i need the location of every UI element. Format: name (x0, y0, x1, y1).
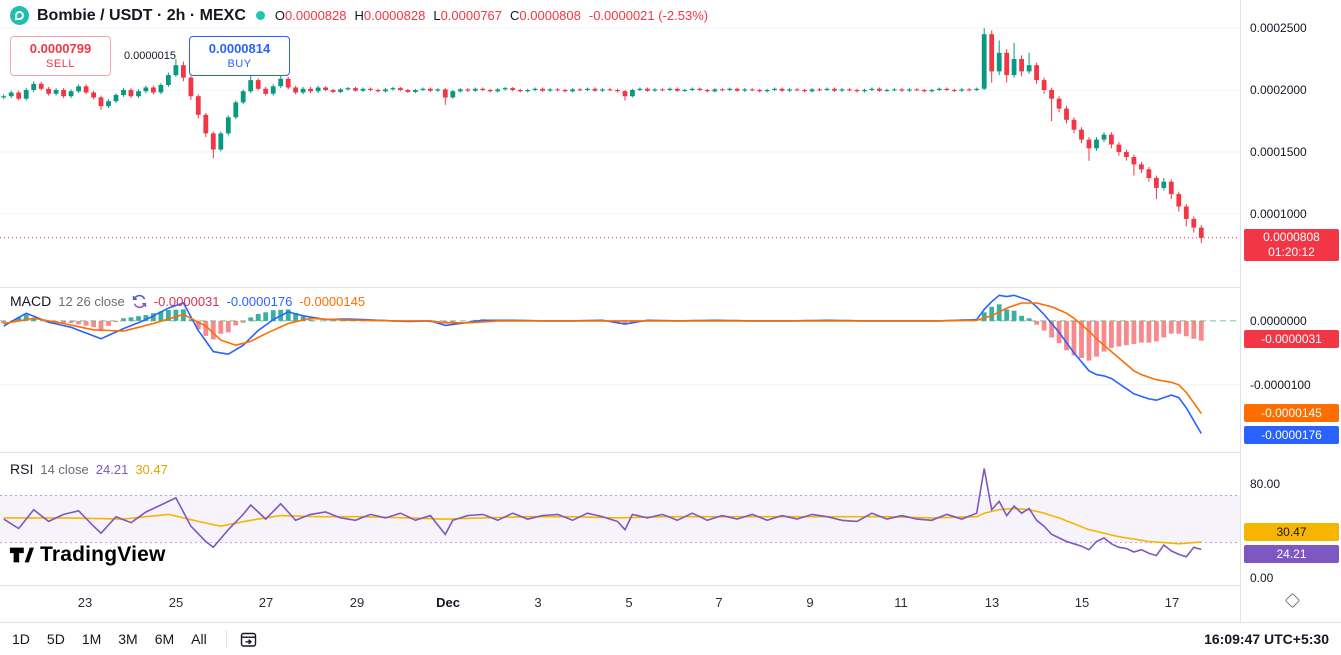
open-pair: O0.0000828 (275, 8, 347, 23)
rsi-badge: 24.21 (1244, 545, 1339, 563)
go-to-date-icon (240, 632, 256, 647)
sell-button[interactable]: 0.0000799 SELL (10, 36, 111, 76)
high-pair: H0.0000828 (354, 8, 425, 23)
symbol-title[interactable]: Bombie / USDT · 2h · MEXC (37, 6, 246, 24)
price-pane[interactable] (0, 0, 1240, 287)
pane-separator (0, 585, 1341, 586)
range-3m-button[interactable]: 3M (118, 631, 138, 647)
bar-countdown: 01:20:12 (1268, 245, 1315, 259)
symbol-header: Bombie / USDT · 2h · MEXC O0.0000828 H0.… (10, 6, 708, 25)
macd-line-badge: -0.0000176 (1244, 426, 1339, 444)
last-price-badge: 0.0000808 01:20:12 (1244, 229, 1339, 261)
macd-pane[interactable] (0, 287, 1240, 452)
rsi-legend[interactable]: RSI 14 close 24.21 30.47 (10, 461, 168, 477)
clock[interactable]: 16:09:47 UTC+5:30 (1204, 631, 1329, 647)
rsi-pane[interactable] (0, 452, 1240, 585)
high-label: H (354, 8, 364, 23)
time-axis-label: 11 (894, 595, 908, 610)
change-value: -0.0000021 (-2.53%) (588, 8, 709, 23)
macd-hist-badge: -0.0000031 (1244, 330, 1339, 348)
macd-hist-value: -0.0000031 (153, 293, 220, 309)
time-axis-label: 17 (1164, 595, 1180, 610)
macd-signal-badge: -0.0000145 (1244, 404, 1339, 422)
tradingview-logo-icon (9, 547, 34, 563)
symbol-logo-icon (10, 6, 29, 25)
price-axis-label: 0.0002000 (1250, 83, 1307, 97)
time-axis[interactable]: 23 25 27 29 Dec 3 5 7 9 11 13 15 17 (0, 585, 1341, 622)
sell-label: SELL (46, 58, 75, 70)
time-axis-label: 27 (258, 595, 274, 610)
macd-signal-value: -0.0000145 (299, 293, 366, 309)
macd-axis-mid: -0.0000100 (1250, 378, 1311, 392)
ohlc-values: O0.0000828 H0.0000828 L0.0000767 C0.0000… (275, 8, 708, 23)
tradingview-watermark-text: TradingView (40, 543, 166, 566)
sell-price: 0.0000799 (29, 41, 92, 56)
buy-button[interactable]: 0.0000814 BUY (189, 36, 290, 76)
macd-title: MACD (10, 293, 52, 309)
go-to-date-button[interactable] (239, 630, 258, 649)
rsi-axis-bottom: 0.00 (1250, 571, 1274, 585)
price-axis-label: 0.0002500 (1250, 21, 1307, 35)
low-pair: L0.0000767 (433, 8, 502, 23)
low-label: L (433, 8, 441, 23)
price-axis-label: 0.0001000 (1250, 207, 1307, 221)
time-axis-label: 23 (77, 595, 93, 610)
rsi-value: 24.21 (95, 461, 129, 477)
time-axis-label: 13 (984, 595, 1000, 610)
macd-axis-zero: 0.0000000 (1250, 314, 1307, 328)
time-axis-label: 25 (168, 595, 184, 610)
time-axis-label: 15 (1074, 595, 1090, 610)
time-axis-label: 9 (806, 595, 814, 610)
rsi-title: RSI (10, 461, 34, 477)
rsi-ma-badge: 30.47 (1244, 523, 1339, 541)
rsi-axis-top: 80.00 (1250, 477, 1281, 491)
tradingview-watermark: TradingView (8, 543, 166, 567)
spread-value: 0.0000015 (124, 50, 176, 62)
macd-line-value: -0.0000176 (226, 293, 293, 309)
open-value: 0.0000828 (285, 8, 347, 23)
time-axis-label: 5 (625, 595, 633, 610)
high-value: 0.0000828 (363, 8, 426, 23)
buy-label: BUY (227, 58, 252, 70)
rsi-params: 14 close (40, 461, 89, 477)
range-all-button[interactable]: All (191, 631, 207, 647)
range-5d-button[interactable]: 5D (46, 631, 65, 647)
macd-source-icon (132, 294, 147, 309)
range-1d-button[interactable]: 1D (12, 631, 30, 647)
close-label: C (510, 8, 520, 23)
time-axis-label: 3 (534, 595, 542, 610)
price-axis-label: 0.0001500 (1250, 145, 1307, 159)
toolbar-divider (225, 630, 227, 648)
last-price: 0.0000808 (1263, 230, 1320, 244)
macd-params: 12 26 close (58, 293, 125, 309)
order-panel: 0.0000799 SELL 0.0000015 0.0000814 BUY (10, 36, 290, 76)
open-label: O (274, 8, 286, 23)
price-scale[interactable]: 0.0002500 0.0002000 0.0001500 0.0001000 … (1240, 0, 1341, 622)
bottom-toolbar: 1D 5D 1M 3M 6M All 16:09:47 UTC+5:30 (0, 622, 1341, 655)
axis-settings-icon[interactable] (1284, 592, 1301, 609)
range-1m-button[interactable]: 1M (81, 631, 102, 647)
macd-legend[interactable]: MACD 12 26 close -0.0000031 -0.0000176 -… (10, 293, 365, 309)
low-value: 0.0000767 (440, 8, 503, 23)
live-status-dot-icon (255, 11, 265, 20)
pane-separator[interactable] (0, 287, 1341, 288)
buy-price: 0.0000814 (208, 41, 271, 56)
time-axis-label: 7 (715, 595, 723, 610)
close-pair: C0.0000808 (510, 8, 581, 23)
pane-separator[interactable] (0, 452, 1341, 453)
time-axis-label: Dec (436, 595, 460, 610)
time-axis-label: 29 (349, 595, 365, 610)
rsi-ma-value: 30.47 (135, 461, 168, 477)
close-value: 0.0000808 (519, 8, 581, 23)
range-6m-button[interactable]: 6M (154, 631, 175, 647)
